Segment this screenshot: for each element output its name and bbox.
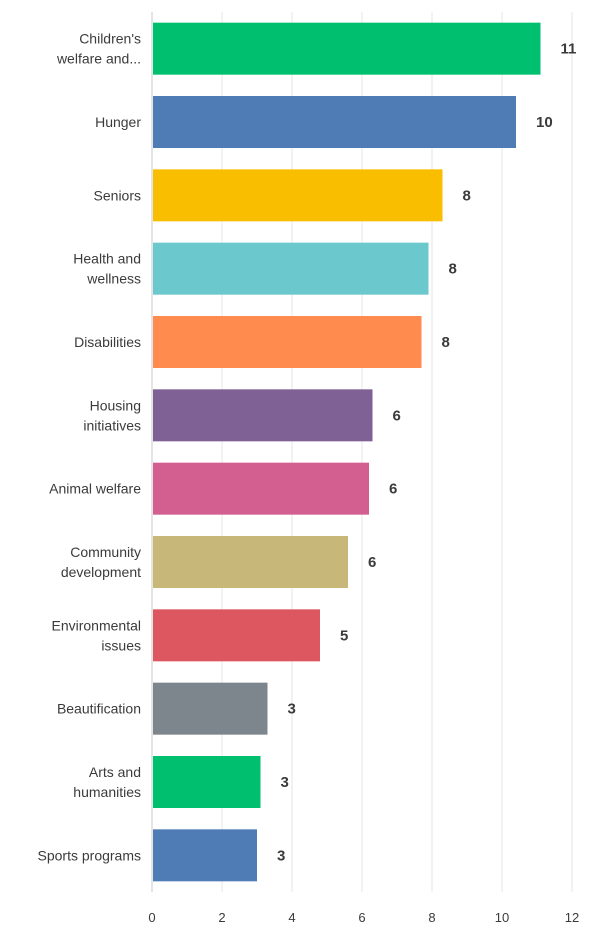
x-tick-label: 0 (148, 910, 155, 925)
bar (153, 462, 369, 515)
category-label: Animal welfare (49, 481, 141, 497)
category-label: Housing initiatives (83, 397, 141, 433)
category-label: Sports programs (38, 847, 141, 863)
category-label: Beautification (57, 701, 141, 717)
data-label: 6 (393, 407, 401, 424)
bar (153, 96, 516, 148)
data-label: 6 (368, 554, 376, 571)
bar (153, 609, 320, 662)
category-label: Disabilities (74, 334, 141, 350)
data-label: 3 (288, 701, 296, 718)
bar (153, 22, 541, 75)
x-tick-label: 6 (358, 910, 365, 925)
data-label: 8 (449, 261, 457, 278)
bar (153, 829, 257, 882)
data-label: 8 (463, 187, 471, 204)
category-label: Seniors (94, 187, 141, 203)
data-label: 8 (442, 334, 450, 351)
category-labels: Children's welfare and... Hunger Seniors Hea… (38, 31, 142, 864)
x-tick-label: 2 (218, 910, 225, 925)
x-tick-label: 12 (565, 910, 579, 925)
data-label: 3 (281, 774, 289, 791)
bar (153, 536, 348, 588)
bar (153, 756, 261, 808)
category-label: Community development (61, 544, 141, 580)
x-tick-label: 10 (495, 910, 509, 925)
category-label: Hunger (95, 114, 141, 130)
data-label: 6 (389, 481, 397, 498)
data-label: 5 (340, 627, 348, 644)
bar (153, 242, 429, 295)
data-label: 10 (536, 114, 553, 131)
category-label: Health and wellness (73, 251, 141, 287)
bar (153, 389, 373, 442)
x-tick-label: 4 (288, 910, 295, 925)
category-label: Children's welfare and... (56, 31, 141, 67)
x-tick-label: 8 (428, 910, 435, 925)
category-label: Environmental issues (52, 617, 142, 653)
data-label: 3 (277, 847, 285, 864)
value-labels: 11 10 8 8 8 6 6 6 5 3 3 3 (277, 41, 576, 865)
bars (153, 22, 541, 882)
bar (153, 682, 268, 735)
category-label: Arts and humanities (73, 764, 141, 800)
gridlines (221, 12, 573, 892)
x-axis-ticks: 0 2 4 6 8 10 12 (148, 910, 579, 925)
data-label: 11 (561, 41, 577, 58)
bar (153, 169, 443, 222)
bar (153, 316, 422, 368)
